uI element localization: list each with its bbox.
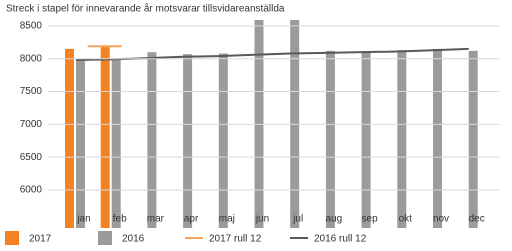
- bar: [468, 50, 478, 228]
- x-tick-label: jul: [292, 214, 303, 225]
- x-tick-label: nov: [433, 214, 449, 225]
- legend-label: 2017: [29, 234, 52, 245]
- bar: [361, 51, 371, 228]
- bar: [325, 50, 335, 228]
- legend-label: 2016 rull 12: [314, 234, 367, 245]
- plot-area: [65, 20, 478, 229]
- x-tick-label: apr: [184, 214, 199, 225]
- y-tick-label: 6000: [20, 185, 43, 196]
- x-tick-label: feb: [113, 214, 127, 225]
- bar: [76, 59, 85, 229]
- legend-swatch: [5, 231, 19, 245]
- bar: [183, 54, 193, 228]
- x-tick-label: mar: [147, 214, 165, 225]
- bar: [147, 52, 157, 228]
- bar: [433, 48, 442, 229]
- x-tick-label: aug: [326, 214, 343, 225]
- bar: [290, 20, 300, 229]
- x-tick-label: jun: [255, 214, 269, 225]
- legend-label: 2017 rull 12: [209, 234, 262, 245]
- bar: [111, 58, 121, 228]
- bar: [397, 50, 407, 228]
- x-tick-label: jan: [76, 214, 90, 225]
- bar: [65, 48, 74, 229]
- x-tick-label: dec: [469, 214, 485, 225]
- chart-title: Streck i stapel för innevarande år motsv…: [6, 3, 285, 15]
- y-tick-label: 7500: [20, 86, 43, 97]
- x-tick-label: maj: [219, 214, 235, 225]
- bar: [100, 46, 110, 229]
- y-tick-label: 6500: [20, 152, 43, 163]
- bar: [218, 53, 228, 228]
- y-tick-label: 8000: [20, 53, 43, 64]
- bar: [254, 20, 264, 229]
- legend-label: 2016: [122, 234, 145, 245]
- x-tick-label: okt: [399, 214, 413, 225]
- x-tick-label: sep: [362, 214, 379, 225]
- y-tick-label: 7000: [20, 119, 43, 130]
- y-tick-label: 8500: [20, 21, 43, 32]
- legend-swatch: [98, 231, 112, 245]
